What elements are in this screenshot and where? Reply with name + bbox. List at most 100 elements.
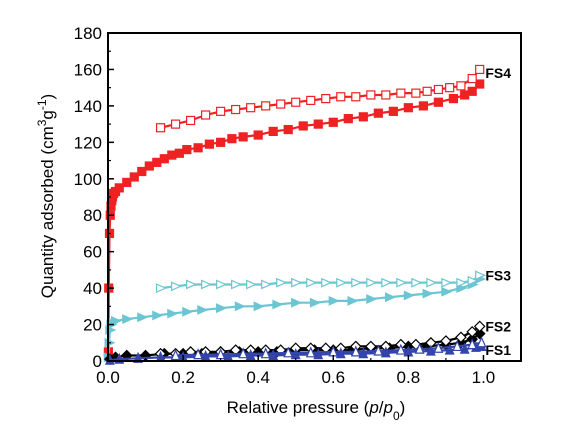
x-axis-title-part: / — [379, 398, 384, 417]
data-point-square — [144, 161, 154, 171]
data-point-square — [238, 132, 248, 142]
x-tick-label: 0.8 — [397, 368, 421, 387]
data-point-triangle — [335, 347, 346, 359]
x-axis-title-part: p — [368, 398, 378, 417]
data-point-square — [313, 119, 323, 129]
series-label: FS4 — [485, 65, 511, 81]
data-point-triangle — [137, 312, 149, 323]
data-point-square — [204, 139, 214, 149]
series-fs1 — [104, 336, 487, 365]
data-point-triangle — [245, 349, 256, 361]
data-point-square — [216, 137, 226, 147]
data-point-square — [396, 88, 406, 98]
data-point-diamond — [455, 331, 467, 344]
y-tick-label: 0 — [93, 352, 102, 371]
data-point-square — [475, 79, 485, 89]
data-point-triangle — [261, 279, 273, 290]
data-point-triangle — [467, 275, 479, 286]
data-point-triangle — [441, 277, 453, 288]
x-tick-label: 0.2 — [171, 368, 195, 387]
data-point-square — [328, 117, 338, 127]
data-point-triangle — [170, 281, 183, 292]
series-labels: FS4 FS3 FS2 FS1 — [485, 65, 511, 358]
data-point-triangle — [306, 277, 318, 288]
data-point-square — [216, 106, 226, 116]
data-point-square — [231, 104, 241, 115]
data-point-triangle — [426, 277, 438, 288]
data-point-square — [261, 101, 271, 111]
y-tick-label: 80 — [83, 206, 102, 225]
data-point-triangle — [201, 279, 213, 290]
data-point-triangle — [291, 277, 303, 288]
data-point-triangle — [246, 279, 258, 290]
data-point-triangle — [253, 301, 265, 312]
x-axis-title: Relative pressure (p/p0) — [227, 398, 406, 423]
data-point-triangle — [373, 344, 384, 356]
series-label: FS2 — [485, 318, 511, 334]
data-point-square — [411, 88, 421, 98]
data-point-triangle — [433, 341, 444, 353]
data-point-triangle — [182, 306, 194, 317]
x-axis-title-part: Relative pressure ( — [227, 398, 370, 417]
data-point-square — [167, 150, 177, 160]
data-point-square — [336, 92, 346, 102]
data-point-triangle — [238, 347, 249, 359]
data-point-square — [422, 86, 432, 96]
x-axis-title-part: p — [383, 398, 393, 417]
data-point-triangle — [452, 339, 463, 352]
x-tick-label: 0.4 — [246, 368, 270, 387]
data-point-square — [227, 134, 237, 144]
data-point-square — [291, 97, 301, 107]
data-point-triangle — [456, 277, 468, 288]
data-point-square — [467, 86, 477, 96]
data-point-triangle — [231, 279, 243, 290]
data-point-square — [467, 73, 477, 84]
data-point-square — [358, 112, 368, 122]
data-point-triangle — [313, 348, 324, 360]
data-point-triangle — [110, 315, 122, 326]
data-point-triangle — [309, 297, 321, 308]
data-point-triangle — [216, 303, 228, 314]
data-point-square — [475, 64, 485, 75]
data-point-triangle — [197, 305, 209, 315]
x-tick-label: 0.6 — [321, 368, 345, 387]
y-axis-title-part: 3 — [35, 119, 49, 126]
data-point-triangle — [122, 314, 134, 325]
data-point-square — [388, 106, 398, 116]
data-point-triangle — [366, 277, 378, 288]
data-point-square — [306, 95, 316, 106]
x-axis-title-part: 0 — [393, 409, 400, 423]
data-point-diamond — [473, 320, 486, 333]
y-tick-label: 160 — [74, 60, 102, 79]
data-point-triangle — [260, 347, 271, 359]
data-point-triangle — [366, 294, 378, 304]
data-point-triangle — [358, 347, 369, 359]
data-point-triangle — [186, 279, 198, 290]
data-point-triangle — [395, 343, 406, 355]
data-point-square — [137, 166, 147, 177]
data-point-square — [403, 103, 413, 113]
data-point-triangle — [328, 295, 340, 306]
data-point-square — [246, 103, 256, 113]
data-point-square — [321, 93, 331, 104]
data-point-square — [174, 148, 184, 158]
data-point-square — [366, 90, 376, 100]
data-point-square — [460, 90, 470, 100]
desorption-line — [175, 341, 482, 357]
data-point-square — [155, 123, 166, 133]
data-point-square — [201, 110, 211, 120]
series-label: FS3 — [485, 267, 511, 283]
data-point-triangle — [350, 345, 361, 357]
data-point-triangle — [321, 277, 333, 288]
y-tick-label: 60 — [83, 243, 102, 262]
data-point-square — [114, 183, 124, 193]
data-point-triangle — [170, 349, 181, 361]
y-tick-label: 140 — [74, 97, 102, 116]
data-point-triangle — [414, 342, 425, 354]
data-point-square — [433, 84, 443, 95]
data-point-triangle — [305, 346, 316, 358]
data-point-square — [253, 130, 263, 140]
data-point-triangle — [155, 283, 168, 294]
data-point-triangle — [336, 277, 348, 288]
